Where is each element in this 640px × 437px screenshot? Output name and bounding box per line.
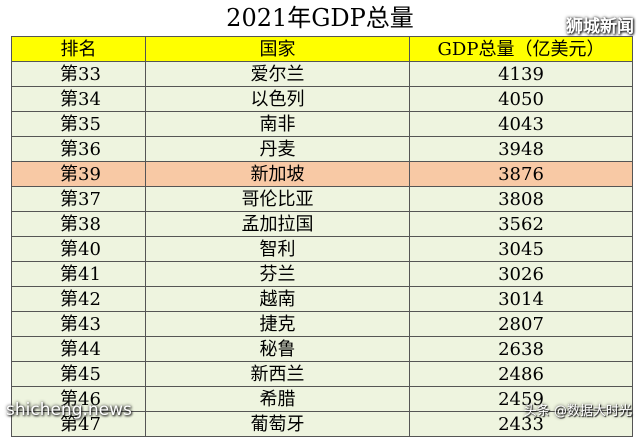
gdp-cell: 3026 [409, 261, 633, 287]
rank-cell: 第42 [11, 286, 146, 312]
gdp-cell: 3014 [409, 286, 633, 312]
table-row-highlighted: 第39 新加坡 3876 [11, 161, 633, 187]
gdp-cell: 2486 [409, 361, 633, 387]
country-cell: 秘鲁 [145, 336, 410, 362]
country-cell: 以色列 [145, 86, 410, 112]
country-cell: 捷克 [145, 311, 410, 337]
country-cell: 智利 [145, 236, 410, 262]
country-cell: 葡萄牙 [145, 411, 410, 437]
rank-cell: 第41 [11, 261, 146, 287]
table-row: 第44 秘鲁 2638 [11, 336, 633, 362]
header-country: 国家 [145, 36, 410, 62]
country-cell: 希腊 [145, 386, 410, 412]
gdp-cell: 3948 [409, 136, 633, 162]
rank-cell: 第44 [11, 336, 146, 362]
rank-cell: 第45 [11, 361, 146, 387]
rank-cell: 第39 [11, 161, 146, 187]
gdp-cell: 4050 [409, 86, 633, 112]
country-cell: 丹麦 [145, 136, 410, 162]
country-cell: 越南 [145, 286, 410, 312]
country-cell: 哥伦比亚 [145, 186, 410, 212]
table-header-row: 排名 国家 GDP总量（亿美元） [11, 36, 633, 62]
country-cell: 爱尔兰 [145, 61, 410, 87]
table-row: 第37 哥伦比亚 3808 [11, 186, 633, 212]
rank-cell: 第37 [11, 186, 146, 212]
rank-cell: 第35 [11, 111, 146, 137]
country-cell: 南非 [145, 111, 410, 137]
gdp-cell: 3808 [409, 186, 633, 212]
gdp-cell: 4139 [409, 61, 633, 87]
gdp-cell: 2807 [409, 311, 633, 337]
header-gdp: GDP总量（亿美元） [409, 36, 633, 62]
table-row: 第42 越南 3014 [11, 286, 633, 312]
country-cell: 新西兰 [145, 361, 410, 387]
table-row: 第45 新西兰 2486 [11, 361, 633, 387]
rank-cell: 第34 [11, 86, 146, 112]
watermark-site-url: shicheng.news [6, 400, 132, 420]
table-row: 第40 智利 3045 [11, 236, 633, 262]
watermark-logo-top: 狮城新闻 [566, 17, 634, 37]
country-cell: 新加坡 [145, 161, 410, 187]
watermark-author: 头条 @数据大时光 [523, 404, 632, 419]
table-row: 第33 爱尔兰 4139 [11, 61, 633, 87]
gdp-table: 排名 国家 GDP总量（亿美元） 第33 爱尔兰 4139 第34 以色列 4050 第35… [11, 36, 633, 437]
table-row: 第36 丹麦 3948 [11, 136, 633, 162]
country-cell: 芬兰 [145, 261, 410, 287]
table-row: 第43 捷克 2807 [11, 311, 633, 337]
gdp-cell: 3562 [409, 211, 633, 237]
header-rank: 排名 [11, 36, 146, 62]
page-title: 2021年GDP总量 [226, 4, 414, 32]
table-row: 第35 南非 4043 [11, 111, 633, 137]
table-row: 第34 以色列 4050 [11, 86, 633, 112]
gdp-cell: 3045 [409, 236, 633, 262]
rank-cell: 第46 [11, 386, 146, 412]
rank-cell: 第43 [11, 311, 146, 337]
table-row: 第38 孟加拉国 3562 [11, 211, 633, 237]
rank-cell: 第33 [11, 61, 146, 87]
table-row: 第46 希腊 2459 [11, 386, 633, 412]
rank-cell: 第36 [11, 136, 146, 162]
country-cell: 孟加拉国 [145, 211, 410, 237]
rank-cell: 第40 [11, 236, 146, 262]
table-row: 第41 芬兰 3026 [11, 261, 633, 287]
gdp-cell: 3876 [409, 161, 633, 187]
rank-cell: 第38 [11, 211, 146, 237]
gdp-cell: 4043 [409, 111, 633, 137]
gdp-cell: 2638 [409, 336, 633, 362]
